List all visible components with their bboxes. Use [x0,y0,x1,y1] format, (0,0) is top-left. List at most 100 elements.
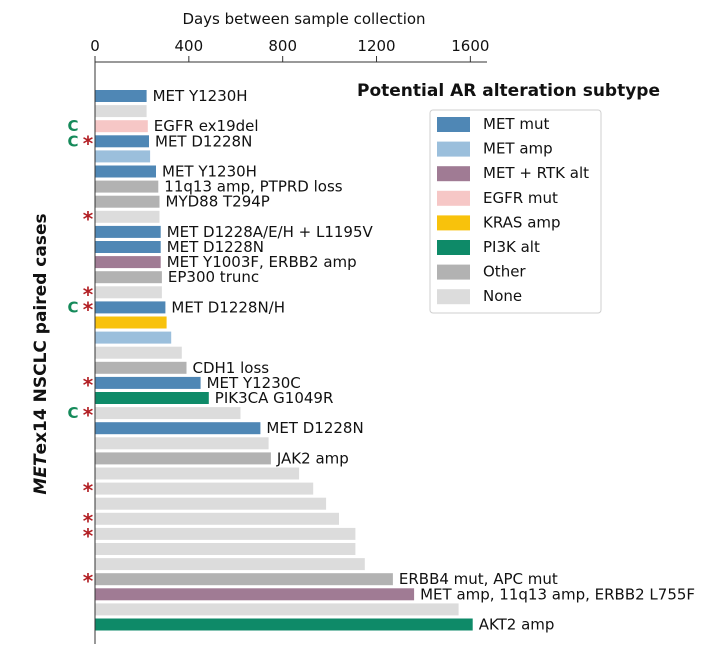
x-tick-label: 400 [175,37,204,55]
bar-annotation: MET D1228N [155,132,252,150]
bar-case-23 [95,422,261,435]
bar-case-26 [95,467,300,480]
c-marker: C [67,132,78,150]
star-marker: * [83,282,94,306]
bar-annotation: CDH1 loss [193,359,270,377]
c-marker: C [67,298,78,316]
bar-case-8 [95,195,160,208]
bar-case-12 [95,256,161,269]
bar-annotation: MET D1228N [167,238,264,256]
bar-case-6 [95,165,156,178]
bar-case-33 [95,573,393,586]
x-axis-title: Days between sample collection [182,10,425,28]
star-marker: * [83,207,94,231]
bar-annotation: MET Y1230C [207,374,301,392]
bar-case-9 [95,210,160,223]
star-marker: * [83,131,94,155]
bar-annotation: MYD88 T294P [166,193,270,211]
bar-annotation: MET amp, 11q13 amp, ERBB2 L755F [420,585,695,603]
bar-case-29 [95,512,339,525]
c-marker: C [67,117,78,135]
bar-case-30 [95,527,356,540]
x-tick-label: 1200 [357,37,395,55]
bar-annotation: MET D1228A/E/H + L1195V [167,223,374,241]
bar-case-18 [95,346,182,359]
bar-annotation: MET D1228N/H [171,298,285,316]
bar-annotation: MET Y1230H [162,163,257,181]
bar-case-5 [95,150,151,163]
legend-swatch-egfr_mut [437,190,470,206]
bar-annotation: MET D1228N [266,419,363,437]
bar-case-20 [95,376,201,389]
legend-label-egfr_mut: EGFR mut [483,189,558,207]
bar-annotation: MET Y1003F, ERBB2 amp [167,253,357,271]
bar-case-28 [95,497,327,510]
bar-annotation: MET Y1230H [153,87,248,105]
bar-case-32 [95,558,365,571]
legend-label-met_rtk: MET + RTK alt [483,164,589,182]
y-axis-title-italic: MET [31,453,51,495]
bar-case-34 [95,588,415,601]
legend-label-kras_amp: KRAS amp [483,213,561,231]
bar-annotation: 11q13 amp, PTPRD loss [164,178,342,196]
bar-case-15 [95,301,166,314]
bar-case-14 [95,286,162,299]
legend-swatch-none [437,289,470,305]
bar-case-35 [95,603,459,616]
legend-label-met_mut: MET mut [483,115,549,133]
legend-swatch-kras_amp [437,215,470,231]
legend-box [429,109,602,314]
x-tick-label: 1600 [451,37,489,55]
bar-annotation: AKT2 amp [479,616,555,634]
bar-case-17 [95,331,172,344]
bar-case-1 [95,90,147,102]
bar-case-7 [95,180,159,193]
bar-case-11 [95,241,161,253]
star-marker: * [83,479,94,503]
bar-annotation: EGFR ex19del [154,117,259,135]
y-axis-title-rest: ex14 NSCLC paired cases [31,213,51,454]
bar-case-22 [95,407,241,420]
legend-label-pi3k_alt: PI3K alt [483,238,540,256]
legend-swatch-met_mut [437,117,470,132]
bar-case-24 [95,437,269,450]
bar-case-3 [95,120,148,133]
bar-case-10 [95,225,161,238]
legend-swatch-met_amp [437,141,470,157]
bar-annotation: ERBB4 mut, APC mut [399,570,558,588]
legend-title: Potential AR alteration subtype [357,81,660,101]
case-markers-group: CC ***C **C ***** [67,117,93,593]
legend-swatch-other [437,264,470,280]
bar-case-16 [95,316,167,329]
legend-label-none: None [483,287,522,305]
x-tick-label: 0 [90,37,100,55]
y-axis-title: METex14 NSCLC paired cases [31,213,51,494]
bar-annotation: EP300 trunc [168,268,259,286]
bar-annotation: JAK2 amp [276,449,349,467]
bar-case-25 [95,452,271,465]
x-tick-label: 800 [268,37,297,55]
bar-case-21 [95,392,209,404]
legend-swatch-met_rtk [437,166,470,182]
bar-case-36 [95,618,473,631]
star-marker: * [83,509,94,533]
star-marker: * [83,524,94,548]
bar-case-31 [95,543,356,555]
bar-case-2 [95,105,147,118]
star-marker: * [83,373,94,397]
c-marker: C [67,404,78,422]
legend-label-met_amp: MET amp [483,140,553,158]
star-marker: * [83,403,94,427]
bar-case-13 [95,271,162,284]
bar-case-27 [95,482,314,495]
bar-case-19 [95,361,187,374]
legend-entries: MET mut MET amp MET + RTK alt EGFR mut KRAS … [437,115,589,305]
bar-case-4 [95,135,149,148]
star-marker: * [83,569,94,593]
legend-label-other: Other [483,263,526,281]
bar-annotation: PIK3CA G1049R [215,389,334,407]
star-marker: * [83,297,94,321]
x-axis: 0 400 800 1200 1600 [90,37,489,63]
